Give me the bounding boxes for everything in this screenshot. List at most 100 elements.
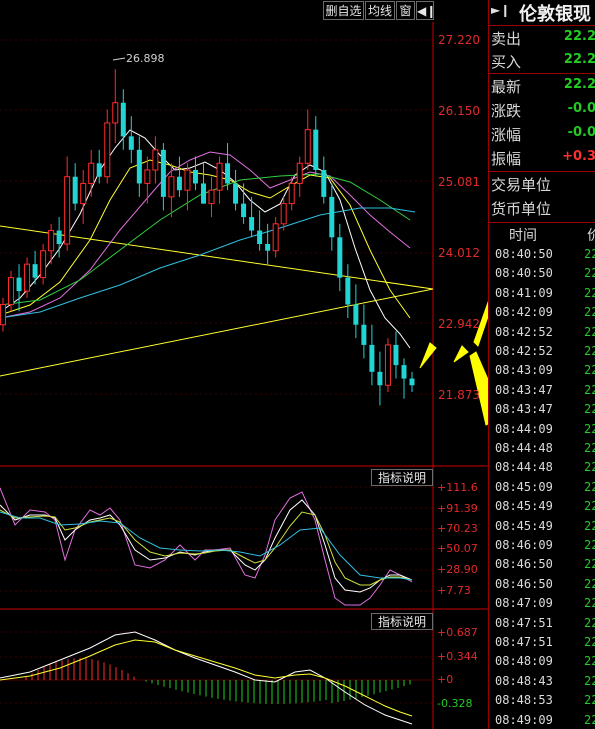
candle-body: [304, 129, 311, 164]
candle-body: [72, 176, 78, 204]
tick-time: 08:47:51: [495, 635, 553, 649]
quote-row-last: 最新 22.2: [491, 77, 595, 96]
window-button[interactable]: 窗: [396, 1, 415, 20]
candle-body: [272, 223, 279, 252]
candle-body: [32, 264, 38, 278]
tick-price: 22: [584, 673, 595, 688]
candle-body: [313, 129, 319, 170]
candle-body: [56, 230, 62, 244]
candle-body: [24, 263, 31, 292]
tick-price: 22: [584, 538, 595, 552]
candle-body: [280, 203, 287, 225]
candle-body: [208, 189, 215, 205]
tick-time: 08:43:47: [495, 402, 553, 417]
candle-body: [345, 277, 351, 305]
instrument-title: 伦敦银现: [519, 4, 591, 25]
candle-body: [257, 230, 263, 244]
quote-row-change: 涨跌 -0.0: [491, 101, 595, 120]
candle-body: [104, 122, 111, 178]
ind-tick: +50.07: [437, 542, 478, 555]
ind-tick: +111.6: [437, 481, 478, 494]
tick-price: 22: [584, 402, 595, 417]
ticks-header-price: 价: [587, 225, 595, 245]
indicator-help-button[interactable]: 指标说明: [371, 469, 433, 486]
candlestick-series: [0, 69, 415, 406]
tick-time: 08:40:50: [495, 247, 553, 261]
tick-price: 22: [584, 324, 595, 339]
ma-line-magenta: [0, 151, 411, 319]
candle-body: [353, 304, 359, 325]
ind-tick: +28.90: [437, 563, 478, 576]
candle-body: [369, 344, 375, 372]
arrow-annotations: [419, 300, 488, 426]
tick-price: 22: [584, 460, 595, 475]
candle-body: [112, 102, 119, 124]
arrow-down-big: [469, 351, 488, 426]
tick-time: 08:42:52: [495, 324, 553, 339]
ma-line-cyan: [0, 207, 416, 319]
tick-time: 08:43:47: [495, 382, 553, 397]
candle-body: [265, 244, 271, 251]
tick-time: 08:48:53: [495, 693, 553, 708]
y-tick-label: 27.220: [438, 33, 480, 47]
candle-body: [288, 182, 295, 205]
candle-body: [8, 277, 15, 306]
candle-body: [409, 378, 415, 386]
ticks-header-time: 时间: [509, 228, 537, 244]
tick-price: 22: [584, 247, 595, 261]
tick-time: 08:46:09: [495, 538, 553, 552]
delete-watchlist-button[interactable]: 删自选: [323, 1, 364, 20]
candle-body: [321, 170, 327, 197]
tick-price: 22: [584, 441, 595, 455]
quote-panel: ►❙ 伦敦银现 卖出 22.2 买入 22.2 最新 22.2 涨跌 -0.0 …: [488, 0, 595, 729]
tick-price: 22: [584, 615, 595, 630]
tick-price: 22: [584, 421, 595, 436]
candle-body: [241, 203, 247, 218]
candle-body: [88, 162, 95, 184]
candle-body: [216, 162, 223, 191]
arrow-up-1: [473, 300, 488, 347]
tick-time: 08:45:49: [495, 518, 553, 533]
y-tick-label: 24.012: [438, 246, 480, 260]
price-chart[interactable]: 26.898: [0, 0, 488, 729]
quote-row-sell: 卖出 22.2: [491, 29, 595, 48]
quote-row-amplitude: 振幅 +0.3: [491, 149, 595, 168]
tick-price: 22: [584, 285, 595, 300]
panel-toggle-icon[interactable]: ◀❙: [416, 1, 436, 20]
tick-price: 22: [584, 266, 595, 281]
quote-title-bar: ►❙ 伦敦银现: [489, 0, 595, 25]
panel-collapse-icon[interactable]: ►❙: [491, 3, 511, 17]
macd-help-button[interactable]: 指标说明: [371, 613, 433, 630]
macd-tick: +0.687: [437, 626, 478, 639]
candle-body: [160, 149, 166, 197]
tick-price: 22: [584, 305, 595, 320]
moving-average-button[interactable]: 均线: [365, 1, 395, 20]
candle-body: [401, 365, 407, 379]
candle-body: [337, 237, 343, 278]
y-tick-label: 22.942: [438, 317, 480, 331]
trendline-falling[interactable]: [0, 225, 434, 290]
trendline-rising[interactable]: [0, 288, 434, 377]
candle-body: [200, 183, 206, 204]
y-tick-label: 26.150: [438, 104, 480, 118]
candle-body: [80, 182, 87, 205]
tick-time: 08:41:09: [495, 285, 553, 300]
candle-body: [377, 371, 383, 386]
candle-body: [176, 176, 182, 191]
candle-body: [120, 102, 126, 137]
candle-body: [184, 169, 191, 191]
candle-body: [192, 170, 198, 184]
tick-time: 08:40:50: [495, 266, 553, 281]
candle-body: [96, 163, 102, 177]
candle-body: [249, 217, 255, 231]
ind-tick: +91.39: [437, 502, 478, 515]
tick-time: 08:43:09: [495, 363, 553, 378]
tick-price: 22: [584, 712, 595, 727]
candle-body: [128, 136, 134, 150]
ind-tick: +7.73: [437, 584, 471, 597]
macd-tick: -0.328: [437, 697, 473, 710]
tick-time: 08:44:48: [495, 460, 553, 475]
tick-time: 08:48:09: [495, 654, 553, 669]
tick-time: 08:45:09: [495, 479, 553, 494]
tick-time: 08:49:09: [495, 712, 553, 727]
